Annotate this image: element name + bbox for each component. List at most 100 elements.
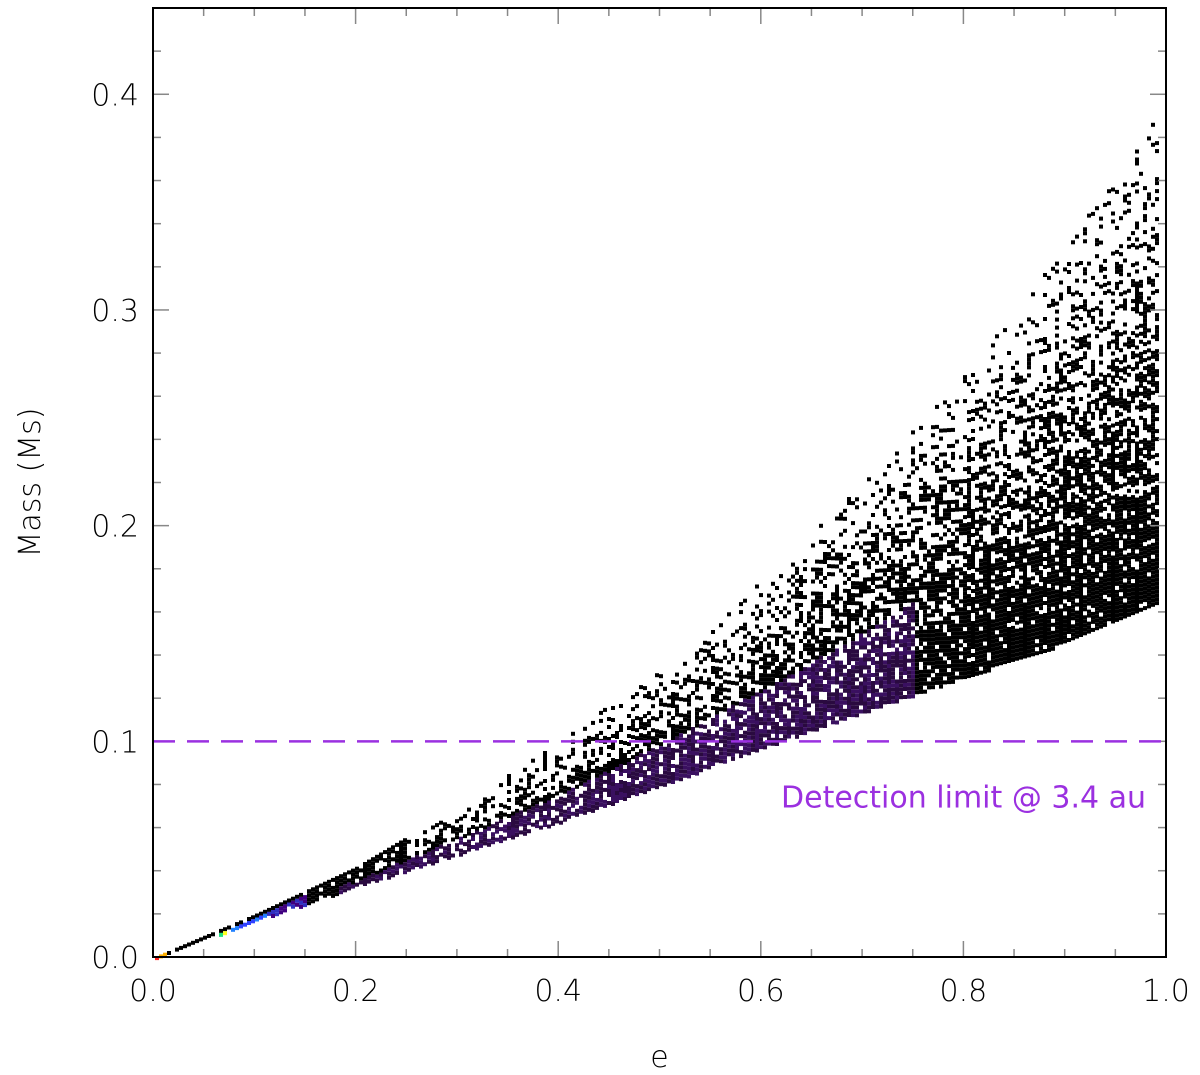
density-cell: [1039, 350, 1043, 355]
density-cell: [651, 764, 655, 769]
density-cell: [983, 457, 987, 462]
density-cell: [983, 665, 987, 670]
density-cell: [1111, 559, 1115, 564]
density-cell: [1027, 357, 1031, 362]
density-cell: [935, 580, 939, 585]
density-cell: [1027, 597, 1031, 602]
density-cell: [1123, 522, 1127, 527]
density-cell: [959, 675, 963, 680]
density-cell: [1083, 547, 1087, 552]
density-cell: [939, 580, 943, 585]
density-cell: [543, 803, 547, 807]
density-cell: [1043, 585, 1047, 589]
density-cell: [591, 748, 595, 753]
density-cell: [795, 602, 799, 607]
density-cell: [615, 795, 619, 799]
density-cell: [399, 848, 403, 853]
density-cell: [1127, 508, 1131, 513]
density-cell: [959, 571, 963, 576]
density-cell: [883, 664, 887, 669]
density-cell: [1047, 535, 1051, 540]
density-cell: [771, 673, 775, 678]
density-cell: [1047, 587, 1051, 592]
density-cell: [935, 604, 939, 609]
density-cell: [855, 629, 859, 634]
density-cell: [1103, 438, 1107, 443]
density-cell: [895, 639, 899, 644]
density-cell: [1131, 463, 1135, 468]
density-cell: [915, 518, 919, 523]
density-cell: [931, 653, 935, 658]
density-cell: [551, 777, 555, 782]
density-cell: [835, 668, 839, 673]
density-cell: [971, 429, 975, 433]
density-cell: [879, 528, 883, 533]
density-cell: [955, 519, 959, 524]
density-cell: [655, 753, 659, 758]
density-cell: [739, 654, 743, 659]
density-cell: [751, 679, 755, 684]
density-cell: [715, 690, 719, 695]
density-cell: [963, 623, 967, 628]
density-cell: [443, 854, 447, 859]
density-cell: [859, 609, 863, 614]
density-cell: [407, 855, 411, 860]
density-cell: [1023, 626, 1027, 631]
density-cell: [1103, 574, 1107, 579]
density-cell: [939, 628, 943, 633]
density-cell: [1011, 525, 1015, 530]
density-cell: [1063, 503, 1067, 508]
density-cell: [563, 797, 567, 802]
density-cell: [659, 730, 663, 735]
density-cell: [699, 716, 703, 721]
density-cell: [811, 723, 815, 728]
density-cell: [1075, 466, 1079, 471]
density-cell: [1087, 613, 1091, 618]
density-cell: [763, 745, 767, 750]
density-cell: [1031, 472, 1035, 477]
density-cell: [351, 868, 355, 873]
density-cell: [987, 544, 991, 549]
density-cell: [835, 648, 839, 653]
density-cell: [1071, 432, 1075, 437]
density-cell: [515, 812, 519, 817]
density-cell: [847, 681, 851, 685]
density-cell: [1079, 341, 1083, 345]
density-cell: [939, 516, 943, 521]
density-cell: [635, 788, 639, 793]
density-cell: [1111, 607, 1115, 612]
density-cell: [1099, 600, 1103, 605]
density-cell: [1127, 500, 1131, 505]
density-cell: [1091, 211, 1095, 216]
density-cell: [1003, 396, 1007, 401]
density-cell: [1019, 595, 1023, 600]
density-cell: [543, 815, 547, 819]
density-cell: [823, 604, 827, 608]
density-cell: [831, 548, 835, 553]
density-cell: [839, 532, 843, 537]
density-cell: [1131, 523, 1135, 528]
density-cell: [1091, 587, 1095, 592]
density-cell: [1051, 622, 1055, 627]
density-cell: [1123, 370, 1127, 375]
density-cell: [1015, 656, 1019, 661]
density-cell: [1007, 399, 1011, 403]
density-cell: [767, 689, 771, 694]
density-cell: [1027, 637, 1031, 642]
density-cell: [1131, 611, 1135, 616]
density-cell: [899, 695, 903, 700]
density-cell: [879, 608, 883, 613]
density-cell: [783, 650, 787, 655]
density-cell: [939, 476, 943, 481]
density-cell: [587, 807, 591, 812]
density-cell: [895, 651, 899, 656]
density-cell: [903, 679, 907, 683]
density-cell: [651, 752, 655, 757]
density-cell: [767, 633, 771, 638]
density-cell: [967, 602, 971, 607]
density-cell: [1123, 614, 1127, 619]
density-cell: [847, 597, 851, 601]
density-cell: [1119, 468, 1123, 473]
density-cell: [955, 607, 959, 612]
density-cell: [895, 535, 899, 540]
